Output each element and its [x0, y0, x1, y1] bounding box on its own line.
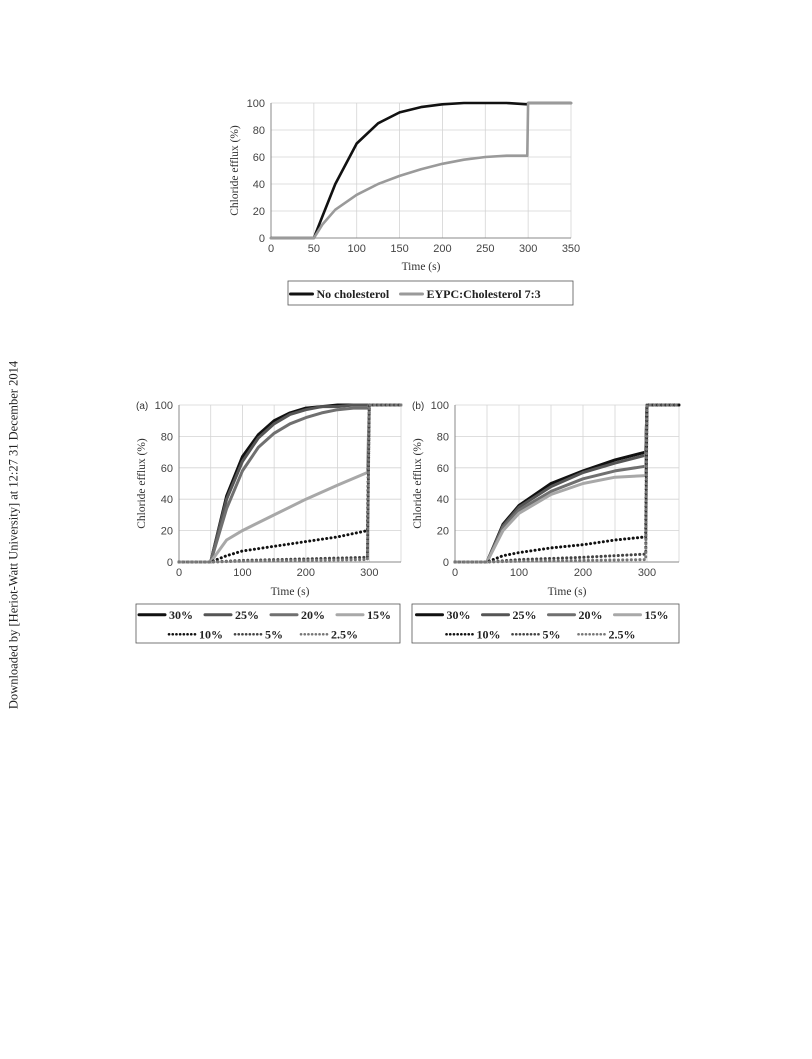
y-tick-label: 0 — [443, 557, 449, 569]
x-axis-label: Time (s) — [271, 586, 310, 598]
legend-box — [411, 603, 680, 644]
panel-label: (a) — [136, 401, 148, 412]
y-tick-label: 60 — [253, 152, 265, 164]
legend-label-25: 25% — [235, 608, 259, 622]
x-tick-label: 100 — [348, 243, 366, 255]
legend-label-no-cholesterol: No cholesterol — [317, 287, 390, 301]
legend-box — [287, 280, 574, 306]
y-tick-label: 100 — [431, 400, 449, 412]
x-tick-label: 0 — [268, 243, 274, 255]
y-tick-label: 20 — [161, 526, 173, 538]
y-tick-label: 0 — [167, 557, 173, 569]
y-axis-label: Chloride efflux (%) — [412, 438, 424, 529]
y-axis-label: Chloride efflux (%) — [136, 438, 148, 529]
y-axis-label: Chloride efflux (%) — [229, 125, 241, 216]
x-tick-label: 0 — [452, 567, 458, 579]
legend-label-eypc-cholesterol-7-3: EYPC:Cholesterol 7:3 — [427, 287, 541, 301]
series-line-2-5 — [453, 403, 681, 564]
y-tick-label: 100 — [247, 98, 265, 110]
y-tick-label: 40 — [253, 179, 265, 191]
panel-label: (b) — [412, 401, 424, 412]
legend-label-5: 5% — [265, 627, 283, 641]
legend-label-25: 25% — [513, 608, 537, 622]
legend-label-2-5: 2.5% — [331, 627, 358, 641]
legend-label-20: 20% — [579, 608, 603, 622]
x-tick-label: 250 — [476, 243, 494, 255]
chart-1: 0 20 40 60 80 100 0 50 100 150 200 250 300 350 Chlorid… — [229, 98, 580, 306]
chart-2: 0 20 40 60 80 100 0 100 200 300 Chloride efflux (%… — [135, 400, 403, 644]
y-tick-label: 0 — [259, 233, 265, 245]
y-tick-label: 20 — [253, 206, 265, 218]
x-tick-label: 300 — [519, 243, 537, 255]
y-tick-label: 60 — [437, 463, 449, 475]
x-tick-label: 100 — [510, 567, 528, 579]
y-tick-label: 80 — [253, 125, 265, 137]
series-line-2-5 — [177, 403, 403, 564]
x-axis-label: Time (s) — [548, 586, 587, 598]
y-tick-label: 80 — [161, 431, 173, 443]
series-line-eypc-cholesterol-7-3 — [269, 101, 573, 240]
legend-label-10: 10% — [199, 627, 223, 641]
legend-box — [135, 603, 401, 644]
legend-label-10: 10% — [477, 627, 501, 641]
legend-label-15: 15% — [367, 608, 391, 622]
legend-label-20: 20% — [301, 608, 325, 622]
legend-label-30: 30% — [447, 608, 471, 622]
y-tick-label: 60 — [161, 463, 173, 475]
legend-label-30: 30% — [169, 608, 193, 622]
y-tick-label: 40 — [437, 494, 449, 506]
x-tick-label: 200 — [297, 567, 315, 579]
chart-3: 0 20 40 60 80 100 0 100 200 300 Chloride efflux (%… — [411, 400, 681, 644]
y-tick-label: 80 — [437, 431, 449, 443]
legend-label-5: 5% — [543, 627, 561, 641]
x-tick-label: 100 — [233, 567, 251, 579]
x-tick-label: 300 — [360, 567, 378, 579]
y-tick-label: 100 — [155, 400, 173, 412]
y-tick-label: 40 — [161, 494, 173, 506]
legend-label-2-5: 2.5% — [609, 627, 636, 641]
x-tick-label: 50 — [308, 243, 320, 255]
x-tick-label: 200 — [574, 567, 592, 579]
x-tick-label: 0 — [176, 567, 182, 579]
series-line-20 — [177, 403, 403, 564]
x-axis-label: Time (s) — [402, 261, 441, 273]
x-tick-label: 300 — [638, 567, 656, 579]
y-tick-label: 20 — [437, 526, 449, 538]
x-tick-label: 200 — [433, 243, 451, 255]
x-tick-label: 150 — [390, 243, 408, 255]
x-tick-label: 350 — [562, 243, 580, 255]
legend-label-15: 15% — [645, 608, 669, 622]
